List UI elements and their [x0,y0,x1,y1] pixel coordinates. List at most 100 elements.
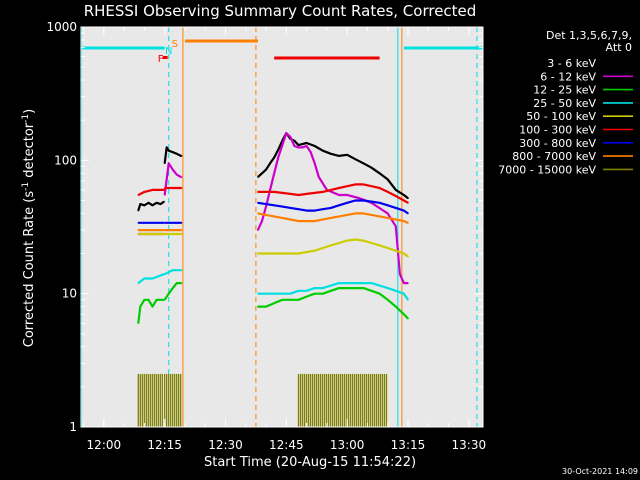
series-point [354,287,357,289]
series-point [354,183,357,186]
series-point [309,151,312,154]
series-point [143,222,146,224]
series-point [273,156,275,159]
series-point [370,200,373,203]
series-point [147,202,150,204]
y-tick-label: 1 [69,420,77,434]
series-point [362,287,365,289]
series-point [163,298,166,301]
series-point [346,185,348,187]
series-point [171,222,174,224]
series-point [407,255,409,258]
series-point [265,191,267,193]
series-point [151,229,154,231]
series-6-12-kev-line [256,132,408,285]
series-point [180,222,183,224]
series-point [137,229,140,231]
series-point [395,249,397,252]
series-point [354,238,357,241]
series-point [257,202,259,204]
series-point [297,146,300,149]
series-point [151,305,154,308]
series-point [346,194,348,196]
series-point [180,176,183,178]
y-axis-label-sup2: -1 [21,114,31,123]
legend-header-1: Det 1,3,5,6,7,9, [546,29,632,42]
series-point [362,183,365,186]
y-axis-label-mid: detector [22,122,37,182]
series-point [378,292,381,295]
series-point [155,202,158,204]
series-point [269,162,271,165]
series-point [354,158,357,160]
y-tick-label: 100 [54,153,77,167]
series-point [257,191,259,193]
series-point [330,290,332,292]
series-point [257,292,259,295]
series-point [297,208,300,211]
legend-label: 800 - 7000 keV [512,150,596,163]
series-point [155,298,158,301]
series-point [163,273,166,275]
series-point [395,189,397,191]
series-point [395,195,397,197]
series-point [277,148,280,151]
series-800-7000-kev-line [257,212,409,224]
series-point [265,168,267,171]
series-point [165,146,168,149]
flag-label-f: F [158,54,164,65]
series-point [163,233,166,235]
x-tick-label: 12:30 [208,438,243,452]
series-point [257,229,259,231]
series-point [273,292,275,295]
series-point [261,172,263,175]
series-point [386,287,389,289]
series-point [297,298,300,301]
series-point [137,194,140,196]
date-stamp: 30-Oct-2021 14:09 [562,467,638,476]
flag-f-mark [162,56,168,59]
series-point [176,152,178,155]
series-point [180,282,183,284]
series-point [378,244,381,247]
markers-layer: FSN [81,27,483,427]
x-tick-label: 12:45 [269,438,304,452]
series-point [317,176,320,178]
series-point [257,212,259,215]
series-point [147,298,150,301]
series-point [163,189,165,191]
x-tick-label: 13:30 [452,438,487,452]
series-point [289,252,292,255]
legend-label: 7000 - 15000 keV [498,163,596,176]
series-point [313,249,316,252]
series-point [143,191,146,193]
series-point [322,218,324,221]
series-point [313,209,316,212]
series-point [354,282,357,284]
series-point [313,192,316,194]
series-layer [137,132,409,427]
series-point [180,155,183,157]
series-point [338,155,340,157]
series-100-300-kev-line [257,183,409,204]
legend-label: 12 - 25 keV [533,84,596,97]
series-point [407,197,409,199]
series-point [180,233,183,235]
series-point [370,166,373,169]
legend-header-2: Att 0 [606,41,632,54]
series-point [171,269,174,271]
series-point [137,282,140,284]
series-point [338,204,340,207]
series-point [378,202,381,204]
series-point [386,191,389,193]
series-point [338,215,340,218]
legend-label: 6 - 12 keV [540,70,596,83]
series-point [293,145,296,147]
series-point [163,187,166,189]
series-point [338,282,340,284]
series-point [362,162,365,165]
series-point [305,209,308,212]
y-tick-label: 10 [62,287,77,301]
series-300-800-kev-line [257,199,409,215]
